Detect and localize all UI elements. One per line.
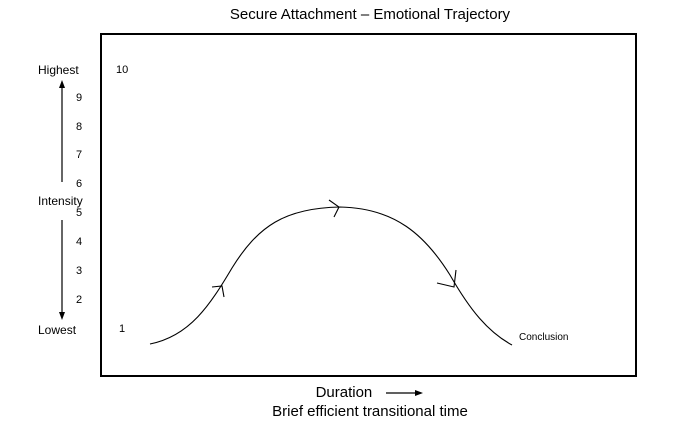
plot-frame	[100, 33, 637, 377]
duration-subtitle: Brief efficient transitional time	[272, 403, 468, 420]
intensity-up-arrow	[59, 80, 65, 182]
direction-chevron-icon	[328, 199, 340, 218]
tick-label: 1	[119, 323, 126, 335]
tick-label: 6	[76, 178, 83, 190]
tick-label: 10	[116, 64, 129, 76]
axis-label-highest: Highest	[38, 63, 79, 77]
axis-label-lowest: Lowest	[38, 323, 77, 337]
tick-label: 7	[76, 149, 83, 161]
tick-label: 2	[76, 294, 83, 306]
arrow-right-icon	[386, 390, 424, 397]
diagram-title: Secure Attachment – Emotional Trajectory	[229, 6, 511, 23]
direction-chevron-icon	[211, 285, 225, 298]
tick-label: 5	[76, 207, 83, 219]
direction-chevron-icon	[436, 269, 457, 288]
trajectory-curve	[149, 206, 513, 346]
duration-row: Duration	[100, 384, 640, 402]
intensity-down-arrow	[59, 220, 65, 320]
conclusion-label: Conclusion	[519, 332, 569, 343]
axis-label-intensity: Intensity	[38, 194, 83, 208]
tick-label: 9	[76, 92, 83, 104]
axis-label-duration: Duration	[315, 384, 373, 401]
tick-label: 8	[76, 121, 83, 133]
tick-label: 4	[76, 236, 83, 248]
tick-label: 3	[76, 265, 83, 277]
